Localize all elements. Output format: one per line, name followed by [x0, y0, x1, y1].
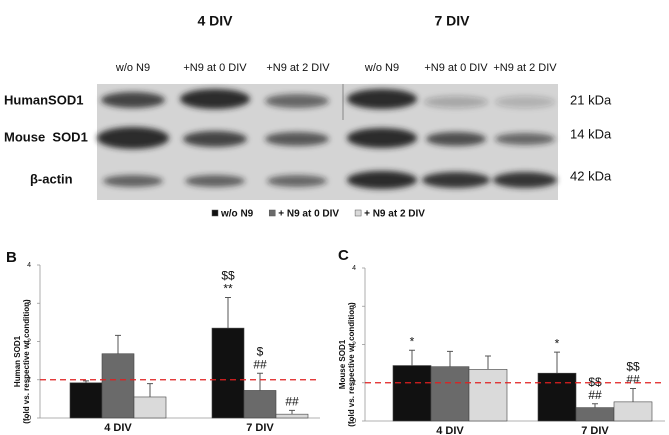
y-axis-label: (fold vs. respective wt condition): [22, 299, 31, 424]
legend-swatch: [268, 209, 276, 217]
bar: [243, 390, 277, 419]
lane-label: +N9 at 0 DIV: [424, 62, 488, 74]
significance-label: $: [257, 344, 264, 358]
significance-label: $$: [626, 360, 640, 374]
y-axis-label: Mouse SOD1: [338, 339, 347, 389]
lane-label: w/o N9: [115, 62, 150, 74]
error-bar: [147, 383, 153, 397]
bar: [430, 366, 470, 422]
row-label: HumanSOD1: [4, 92, 83, 107]
legend-label: w/o N9: [220, 209, 254, 220]
error-bar: [289, 409, 295, 415]
size-label: 21 kDa: [570, 92, 612, 107]
lane-label: +N9 at 2 DIV: [266, 62, 330, 74]
error-bar: [447, 350, 453, 367]
bar: [101, 353, 135, 419]
bar: [133, 396, 167, 419]
group-header: 7 DIV: [434, 13, 470, 29]
significance-label: $$: [221, 269, 235, 283]
bar: [613, 401, 653, 422]
significance-label: *: [555, 336, 560, 350]
lane-label: w/o N9: [364, 62, 399, 74]
significance-label: ##: [626, 373, 640, 387]
legend-label: + N9 at 2 DIV: [364, 209, 425, 220]
bar: [537, 372, 577, 422]
legend-label: + N9 at 0 DIV: [278, 209, 339, 220]
bar: [211, 327, 245, 419]
error-bar: [485, 355, 491, 370]
x-tick-label: 7 DIV: [246, 422, 274, 434]
significance-label: *: [410, 334, 415, 348]
bar: [468, 369, 508, 422]
y-tick-label: 4: [352, 265, 356, 272]
bar: [275, 413, 309, 419]
bar: [575, 407, 615, 422]
y-tick-label: 2: [352, 341, 356, 348]
error-bar: [554, 351, 560, 374]
y-tick-label: 1: [352, 380, 356, 387]
bar: [392, 365, 432, 422]
legend-swatch: [211, 209, 219, 217]
x-tick-label: 4 DIV: [104, 422, 132, 434]
y-tick-label: 0: [27, 415, 31, 422]
y-axis-label: (fold vs. respective wt condition): [347, 302, 356, 427]
error-bar: [225, 297, 231, 329]
error-bar: [409, 349, 415, 366]
error-bar: [257, 372, 263, 391]
panel-label: B: [6, 249, 17, 266]
error-bar: [630, 387, 636, 402]
y-axis-label: Human SOD1: [13, 335, 22, 387]
error-bar: [83, 380, 89, 383]
significance-label: $$: [588, 375, 602, 389]
blot-bands: [97, 89, 557, 189]
group-header: 4 DIV: [197, 13, 233, 29]
error-bar: [592, 403, 598, 408]
y-tick-label: 0: [352, 418, 356, 425]
x-tick-label: 4 DIV: [436, 425, 464, 435]
significance-label: ##: [253, 357, 267, 371]
lane-label: +N9 at 2 DIV: [493, 62, 557, 74]
size-label: 42 kDa: [570, 168, 612, 183]
significance-label: ##: [285, 395, 299, 409]
y-tick-label: 3: [352, 303, 356, 310]
y-tick-label: 4: [27, 262, 31, 269]
panel-label: C: [338, 247, 349, 264]
significance-label: **: [223, 282, 233, 296]
x-tick-label: 7 DIV: [581, 425, 609, 435]
y-tick-label: 2: [27, 338, 31, 345]
row-label: β-actin: [30, 171, 73, 186]
y-tick-label: 1: [27, 377, 31, 384]
y-tick-label: 3: [27, 300, 31, 307]
row-label: Mouse SOD1: [4, 129, 88, 144]
legend-swatch: [354, 209, 362, 217]
bar: [69, 382, 103, 419]
significance-label: ##: [588, 388, 602, 402]
error-bar: [115, 334, 121, 354]
size-label: 14 kDa: [570, 126, 612, 141]
lane-label: +N9 at 0 DIV: [183, 62, 247, 74]
